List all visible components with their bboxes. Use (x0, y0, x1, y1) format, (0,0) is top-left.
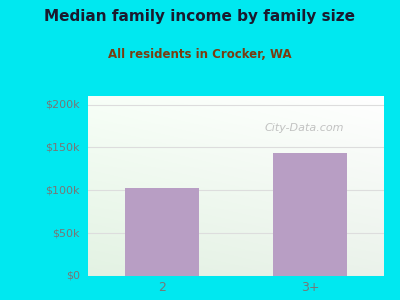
Bar (125, 188, 199, 276)
Text: $0: $0 (66, 271, 80, 281)
Text: All residents in Crocker, WA: All residents in Crocker, WA (108, 48, 292, 61)
Text: Median family income by family size: Median family income by family size (44, 9, 356, 24)
Text: $100k: $100k (46, 185, 80, 195)
Bar (273, 153, 347, 276)
Text: $50k: $50k (52, 228, 80, 238)
Text: City-Data.com: City-Data.com (264, 123, 344, 134)
Text: $150k: $150k (46, 142, 80, 152)
Text: $200k: $200k (45, 100, 80, 110)
